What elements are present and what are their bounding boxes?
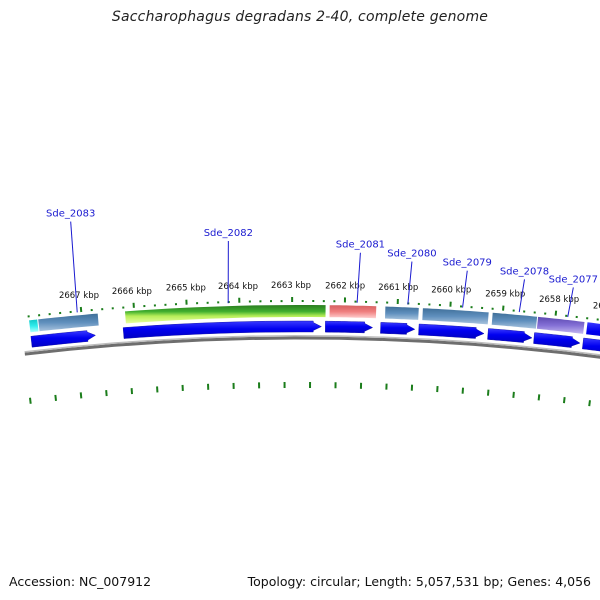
- cds-arrow[interactable]: [533, 332, 581, 348]
- accession-label: Accession: NC_007912: [9, 574, 152, 589]
- kbp-label: 2658 kbp: [539, 295, 579, 305]
- gene-leader-line: [356, 252, 361, 303]
- gene-label[interactable]: Sde_2082: [204, 228, 253, 239]
- gene-label[interactable]: Sde_2081: [336, 240, 385, 251]
- cds-arrow[interactable]: [380, 322, 416, 335]
- annotation-feature-steel[interactable]: [38, 313, 99, 332]
- annotation-feature-steel[interactable]: [491, 312, 538, 329]
- gene-label[interactable]: Sde_2080: [387, 249, 436, 260]
- major-tick: [554, 310, 558, 316]
- inner-tick-ring: [29, 382, 591, 407]
- inner-tick: [537, 394, 541, 401]
- kbp-label: 2666 kbp: [112, 287, 152, 297]
- annotation-feature-steel[interactable]: [422, 308, 489, 325]
- cds-arrow[interactable]: [418, 323, 485, 339]
- gene-leader-line: [70, 221, 78, 313]
- gene-leader-line: [567, 287, 574, 318]
- inner-tick: [54, 394, 57, 402]
- gene-leader-line: [462, 270, 468, 308]
- gene-label[interactable]: Sde_2083: [46, 209, 95, 220]
- backbone-track: [24, 335, 600, 359]
- gene-label[interactable]: Sde_2078: [500, 266, 549, 277]
- inner-tick: [562, 397, 566, 404]
- annotation-feature-salmon[interactable]: [329, 305, 377, 319]
- kbp-label: 2664 kbp: [218, 282, 258, 292]
- inner-tick: [105, 390, 108, 397]
- gene-leader-line: [518, 279, 525, 313]
- inner-tick: [512, 391, 515, 398]
- backbone-highlight: [24, 335, 600, 356]
- gene-leader-line: [407, 261, 413, 305]
- inner-tick: [588, 400, 591, 407]
- gene-label[interactable]: Sde_2077: [549, 274, 598, 285]
- inner-tick: [79, 392, 83, 399]
- annotation-feature-green[interactable]: [125, 305, 326, 324]
- kbp-label: 2662 kbp: [325, 281, 365, 291]
- kbp-labels: 2667 kbp 2666 kbp 2665 kbp 2664 kbp 2663 kbp…: [59, 281, 600, 311]
- cds-arrow[interactable]: [487, 328, 533, 343]
- annotation-feature-cyan[interactable]: [29, 319, 39, 333]
- genome-summary: Topology: circular; Length: 5,057,531 bp…: [247, 574, 591, 589]
- map-title: Saccharophagus degradans 2-40, complete …: [111, 9, 489, 25]
- kbp-label: 2659 kbp: [485, 290, 525, 300]
- gene-label[interactable]: Sde_2079: [443, 258, 492, 269]
- kbp-label: 2660 kbp: [431, 286, 471, 296]
- kbp-label: 2661 kbp: [378, 283, 418, 293]
- annotation-feature-purple[interactable]: [536, 316, 585, 334]
- kbp-label: 2657 kbp: [593, 301, 600, 311]
- cds-arrow[interactable]: [30, 330, 96, 348]
- annotation-feature-steel[interactable]: [385, 306, 419, 320]
- outer-tick-ring: [27, 297, 599, 321]
- cds-track: [30, 320, 600, 356]
- cds-arrow[interactable]: [582, 337, 600, 356]
- kbp-label: 2663 kbp: [271, 281, 311, 291]
- cds-arrow[interactable]: [122, 320, 322, 339]
- kbp-label: 2667 kbp: [59, 291, 99, 301]
- annotation-feature-cds[interactable]: [586, 322, 600, 342]
- inner-tick: [29, 397, 32, 404]
- backbone-line: [24, 336, 600, 359]
- cds-arrow[interactable]: [325, 320, 374, 334]
- annotation-track: [29, 305, 600, 342]
- kbp-label: 2665 kbp: [166, 284, 206, 294]
